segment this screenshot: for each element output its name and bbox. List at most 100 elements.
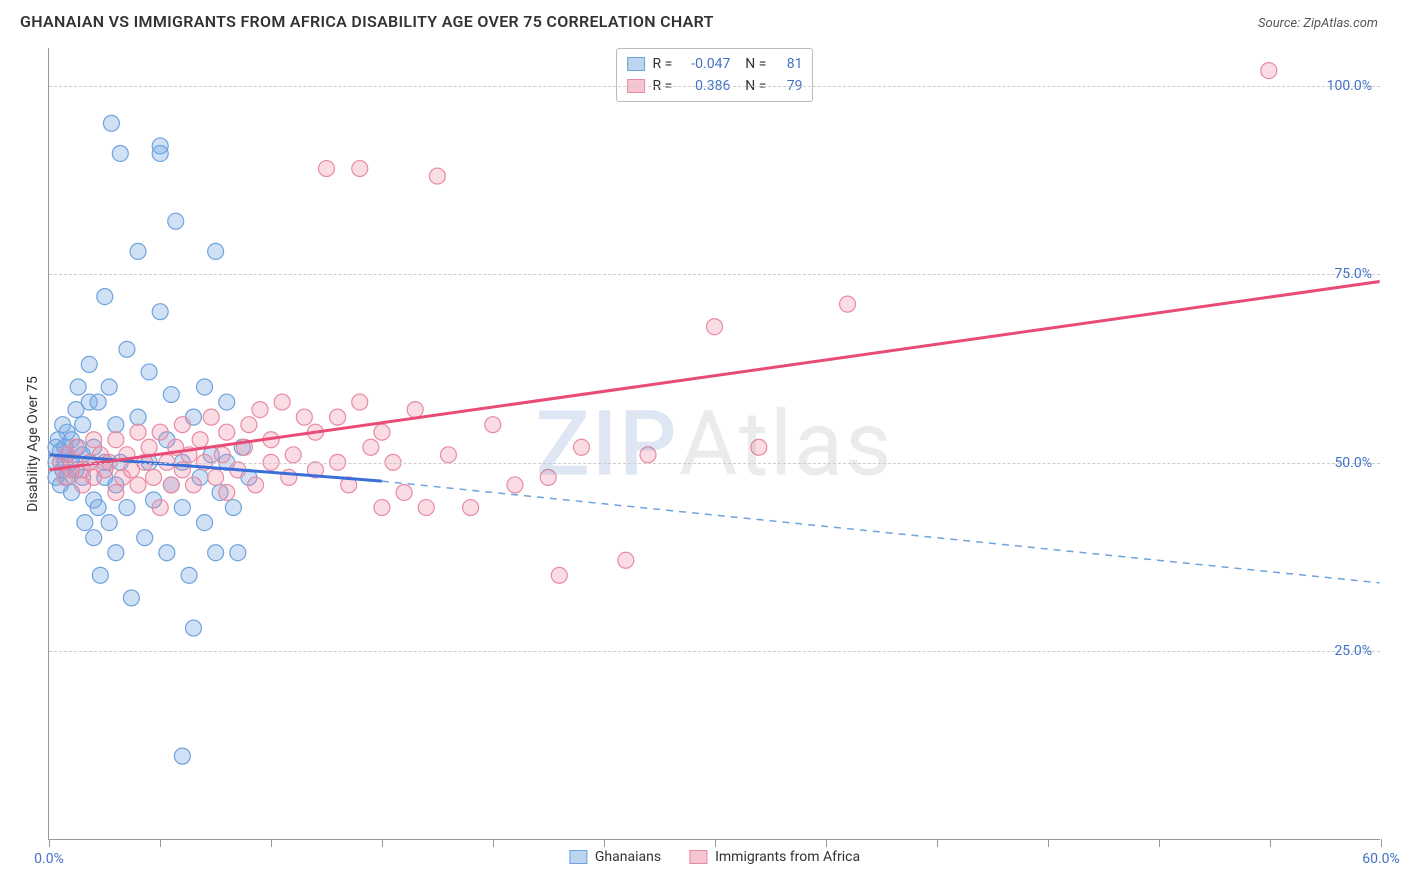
x-tick bbox=[1270, 839, 1271, 847]
scatter-point bbox=[108, 545, 124, 561]
scatter-point bbox=[101, 379, 117, 395]
scatter-point bbox=[108, 432, 124, 448]
scatter-point bbox=[168, 213, 184, 229]
x-tick-label: 60.0% bbox=[1362, 851, 1400, 867]
y-tick-label: 100.0% bbox=[1327, 78, 1372, 94]
scatter-point bbox=[108, 484, 124, 500]
scatter-point bbox=[68, 439, 84, 455]
scatter-point bbox=[86, 530, 102, 546]
scatter-point bbox=[640, 447, 656, 463]
scatter-point bbox=[319, 161, 335, 177]
legend-correlation-row: R = -0.047 N = 81 bbox=[627, 53, 803, 75]
scatter-point bbox=[463, 500, 479, 516]
scatter-point bbox=[174, 748, 190, 764]
scatter-point bbox=[90, 500, 106, 516]
legend-n-label: N = bbox=[738, 56, 766, 72]
legend-correlation-box: R = -0.047 N = 81 R = 0.386 N = 79 bbox=[616, 48, 814, 102]
legend-series-item: Immigrants from Africa bbox=[689, 849, 860, 865]
x-tick bbox=[937, 839, 938, 847]
scatter-point bbox=[185, 620, 201, 636]
scatter-point bbox=[197, 379, 213, 395]
scatter-point bbox=[208, 469, 224, 485]
scatter-point bbox=[152, 145, 168, 161]
scatter-point bbox=[248, 477, 264, 493]
scatter-point bbox=[440, 447, 456, 463]
scatter-point bbox=[92, 567, 108, 583]
scatter-point bbox=[130, 243, 146, 259]
scatter-point bbox=[174, 417, 190, 433]
x-tick bbox=[1048, 839, 1049, 847]
trend-line bbox=[49, 282, 1379, 470]
scatter-point bbox=[208, 545, 224, 561]
scatter-point bbox=[197, 515, 213, 531]
scatter-point bbox=[751, 439, 767, 455]
x-tick bbox=[382, 839, 383, 847]
scatter-point bbox=[296, 409, 312, 425]
scatter-point bbox=[101, 515, 117, 531]
trend-line-extrapolated bbox=[382, 481, 1380, 583]
scatter-point bbox=[163, 477, 179, 493]
x-tick bbox=[49, 839, 50, 847]
legend-swatch bbox=[569, 850, 587, 864]
scatter-point bbox=[840, 296, 856, 312]
scatter-point bbox=[281, 469, 297, 485]
scatter-point bbox=[185, 477, 201, 493]
scatter-point bbox=[152, 424, 168, 440]
scatter-point bbox=[119, 500, 135, 516]
scatter-point bbox=[123, 590, 139, 606]
scatter-point bbox=[137, 530, 153, 546]
scatter-point bbox=[141, 439, 157, 455]
scatter-point bbox=[274, 394, 290, 410]
gridline bbox=[49, 274, 1380, 275]
scatter-point bbox=[146, 469, 162, 485]
x-tick bbox=[826, 839, 827, 847]
scatter-point bbox=[90, 394, 106, 410]
scatter-point bbox=[551, 567, 567, 583]
scatter-point bbox=[181, 567, 197, 583]
scatter-point bbox=[152, 304, 168, 320]
scatter-point bbox=[396, 484, 412, 500]
scatter-point bbox=[618, 552, 634, 568]
scatter-point bbox=[352, 161, 368, 177]
y-tick-label: 50.0% bbox=[1334, 455, 1372, 471]
scatter-point bbox=[429, 168, 445, 184]
scatter-point bbox=[203, 409, 219, 425]
scatter-point bbox=[363, 439, 379, 455]
scatter-point bbox=[208, 243, 224, 259]
legend-n-value: 81 bbox=[774, 56, 802, 72]
scatter-point bbox=[141, 364, 157, 380]
scatter-point bbox=[130, 477, 146, 493]
gridline bbox=[49, 651, 1380, 652]
scatter-point bbox=[103, 115, 119, 131]
scatter-point bbox=[485, 417, 501, 433]
x-tick bbox=[1159, 839, 1160, 847]
x-tick bbox=[271, 839, 272, 847]
scatter-point bbox=[374, 424, 390, 440]
scatter-point bbox=[374, 500, 390, 516]
scatter-point bbox=[219, 484, 235, 500]
scatter-point bbox=[174, 500, 190, 516]
scatter-point bbox=[1261, 63, 1277, 79]
scatter-point bbox=[219, 394, 235, 410]
source-label: Source: ZipAtlas.com bbox=[1258, 16, 1378, 31]
legend-series-label: Ghanaians bbox=[595, 849, 661, 865]
scatter-point bbox=[159, 545, 175, 561]
scatter-point bbox=[507, 477, 523, 493]
y-axis-label: Disability Age Over 75 bbox=[25, 376, 41, 512]
scatter-point bbox=[75, 417, 91, 433]
legend-r-value: -0.047 bbox=[680, 56, 730, 72]
scatter-point bbox=[219, 424, 235, 440]
scatter-point bbox=[97, 289, 113, 305]
x-tick bbox=[604, 839, 605, 847]
legend-series-label: Immigrants from Africa bbox=[715, 849, 860, 865]
chart-title: GHANAIAN VS IMMIGRANTS FROM AFRICA DISAB… bbox=[20, 12, 714, 31]
legend-series: Ghanaians Immigrants from Africa bbox=[569, 849, 860, 865]
chart-plot-area: Disability Age Over 75 ZIPAtlas R = -0.0… bbox=[48, 48, 1380, 840]
scatter-point bbox=[352, 394, 368, 410]
scatter-point bbox=[540, 469, 556, 485]
scatter-point bbox=[252, 402, 268, 418]
scatter-point bbox=[108, 417, 124, 433]
scatter-point bbox=[225, 500, 241, 516]
scatter-point bbox=[77, 515, 93, 531]
x-tick-label: 0.0% bbox=[34, 851, 64, 867]
